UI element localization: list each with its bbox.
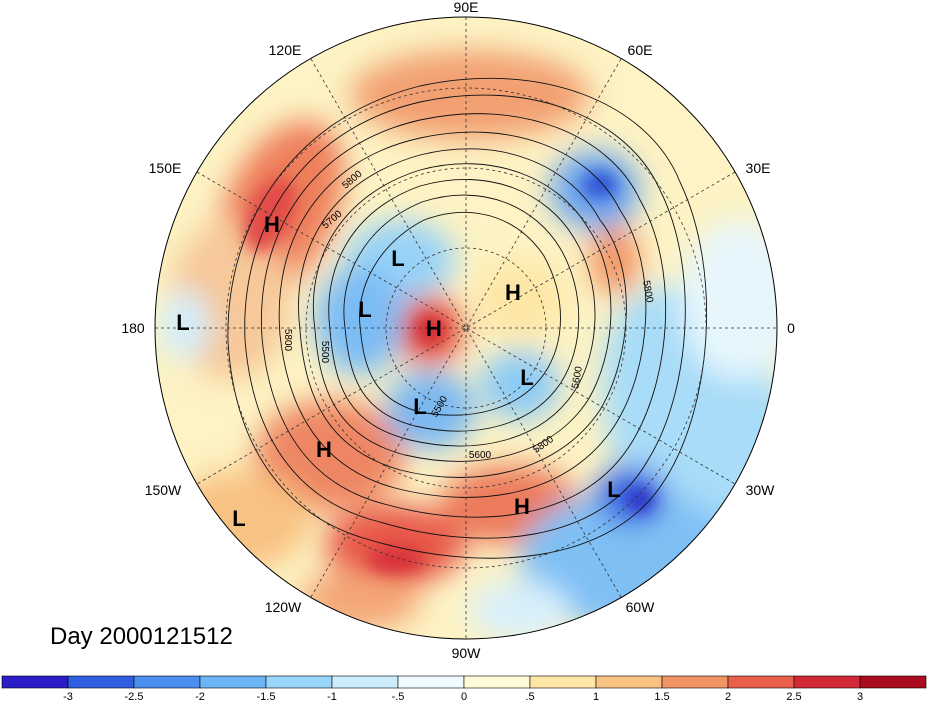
contour-label: 5600 xyxy=(469,450,492,461)
pressure-low: L xyxy=(358,297,371,322)
colorbar-swatch xyxy=(133,675,201,689)
anomaly-field xyxy=(155,17,777,639)
contour-label: 5500 xyxy=(319,341,330,364)
colorbar-swatch xyxy=(331,675,399,689)
pressure-low: L xyxy=(391,246,404,271)
colorbar-tick-label: 2 xyxy=(725,691,731,702)
colorbar-tick-label: -.5 xyxy=(392,691,405,702)
colorbar-tick-label: -1 xyxy=(327,691,337,702)
pressure-high: H xyxy=(264,212,280,237)
colorbar-tick-label: -2.5 xyxy=(125,691,144,702)
day-caption: Day 2000121512 xyxy=(50,623,233,650)
colorbar-tick-label: .5 xyxy=(525,691,534,702)
colorbar-tick-label: -3 xyxy=(63,691,73,702)
lon-label-90w: 90W xyxy=(452,645,482,661)
lon-label-30e: 30E xyxy=(746,160,771,176)
colorbar-swatch xyxy=(397,675,465,689)
lon-label-60e: 60E xyxy=(628,42,653,58)
lon-label-0: 0 xyxy=(787,320,795,336)
colorbar-tick-label: 0 xyxy=(461,691,467,702)
pressure-low: L xyxy=(520,365,533,390)
colorbar-swatch xyxy=(793,675,861,689)
pressure-low: L xyxy=(413,394,426,419)
colorbar-swatch xyxy=(727,675,795,689)
colorbar-tick-label: -1.5 xyxy=(257,691,276,702)
colorbar-swatch xyxy=(199,675,267,689)
colorbar-swatch xyxy=(859,675,927,689)
contour-label: 5800 xyxy=(640,280,655,304)
pressure-low: L xyxy=(176,310,189,335)
pressure-low: L xyxy=(232,506,245,531)
lon-label-120e: 120E xyxy=(269,42,302,58)
lon-label-150e: 150E xyxy=(149,160,182,176)
lon-label-30w: 30W xyxy=(746,482,776,498)
lon-label-150w: 150W xyxy=(145,482,182,498)
pressure-low: L xyxy=(607,477,620,502)
colorbar-tick-label: 2.5 xyxy=(786,691,801,702)
height-contours xyxy=(227,77,708,559)
colorbar-tick-label: -2 xyxy=(195,691,205,702)
pressure-high: H xyxy=(514,494,530,519)
longitude-labels: 90E 60E 30E 0 30W 60W 90W 120W 150W 180 … xyxy=(121,0,795,661)
colorbar-swatch xyxy=(661,675,729,689)
pressure-high: H xyxy=(426,316,442,341)
pressure-centers: H L L H L H L L H L H L L xyxy=(176,212,620,531)
colorbar-tick-label: 1 xyxy=(593,691,599,702)
colorbar-swatch xyxy=(463,675,531,689)
colorbar-swatch xyxy=(595,675,663,689)
colorbar-swatch xyxy=(529,675,597,689)
lon-label-60w: 60W xyxy=(626,599,656,615)
colorbar-tick-label: 3 xyxy=(857,691,863,702)
pressure-high: H xyxy=(316,437,332,462)
lon-label-180: 180 xyxy=(121,320,145,336)
pressure-high: H xyxy=(505,280,521,305)
contour-label: 5800 xyxy=(282,329,293,352)
map-boundary xyxy=(154,16,778,640)
colorbar-swatch xyxy=(67,675,135,689)
lon-label-120w: 120W xyxy=(265,599,302,615)
colorbar-tick-label: 1.5 xyxy=(654,691,669,702)
contour-label: 5600 xyxy=(570,365,585,389)
graticule xyxy=(155,17,777,639)
lon-label-90e: 90E xyxy=(454,0,479,15)
colorbar-swatch xyxy=(265,675,333,689)
colorbar: -3 -2.5 -2 -1.5 -1 -.5 0 .5 1 1.5 2 2.5 3 xyxy=(1,675,927,702)
colorbar-swatch xyxy=(1,675,69,689)
